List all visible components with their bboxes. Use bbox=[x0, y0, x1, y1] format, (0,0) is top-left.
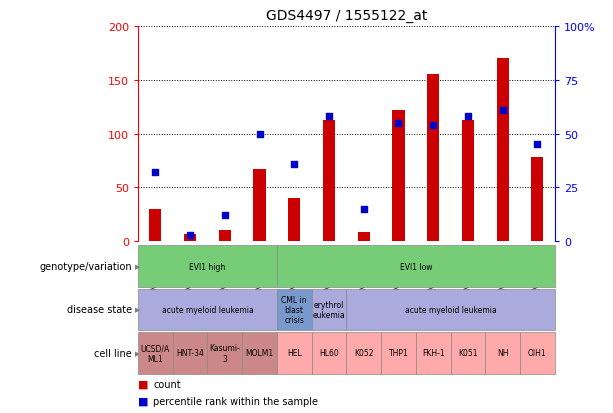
Point bbox=[289, 161, 299, 168]
Text: erythrol
eukemia: erythrol eukemia bbox=[313, 300, 345, 319]
Point bbox=[220, 213, 230, 219]
Bar bbox=[427, 75, 440, 242]
Text: UCSD/A
ML1: UCSD/A ML1 bbox=[140, 344, 170, 363]
Point bbox=[359, 206, 368, 213]
Bar bbox=[357, 232, 370, 242]
Text: HNT-34: HNT-34 bbox=[176, 349, 204, 358]
Text: ■: ■ bbox=[138, 379, 152, 389]
Bar bbox=[497, 59, 509, 242]
Text: acute myeloid leukemia: acute myeloid leukemia bbox=[161, 305, 253, 314]
Text: ▶: ▶ bbox=[135, 350, 140, 356]
Text: ■: ■ bbox=[138, 396, 152, 406]
Text: THP1: THP1 bbox=[389, 349, 408, 358]
Bar bbox=[462, 120, 474, 242]
Text: CML in
blast
crisis: CML in blast crisis bbox=[281, 295, 307, 325]
Text: Kasumi-
3: Kasumi- 3 bbox=[209, 344, 240, 363]
Text: ▶: ▶ bbox=[135, 263, 140, 269]
Point bbox=[394, 120, 403, 127]
Text: EVI1 low: EVI1 low bbox=[400, 262, 432, 271]
Text: percentile rank within the sample: percentile rank within the sample bbox=[153, 396, 318, 406]
Text: genotype/variation: genotype/variation bbox=[39, 261, 132, 271]
Text: disease state: disease state bbox=[67, 305, 132, 315]
Bar bbox=[531, 158, 544, 242]
Text: HL60: HL60 bbox=[319, 349, 339, 358]
Point bbox=[498, 107, 508, 114]
Text: K051: K051 bbox=[458, 349, 478, 358]
Text: ▶: ▶ bbox=[135, 307, 140, 313]
Text: OIH1: OIH1 bbox=[528, 349, 547, 358]
Text: EVI1 high: EVI1 high bbox=[189, 262, 226, 271]
Point bbox=[254, 131, 264, 138]
Bar bbox=[392, 111, 405, 242]
Text: HEL: HEL bbox=[287, 349, 302, 358]
Point bbox=[150, 170, 160, 176]
Text: cell line: cell line bbox=[94, 348, 132, 358]
Title: GDS4497 / 1555122_at: GDS4497 / 1555122_at bbox=[265, 9, 427, 23]
Text: FKH-1: FKH-1 bbox=[422, 349, 444, 358]
Text: acute myeloid leukemia: acute myeloid leukemia bbox=[405, 305, 497, 314]
Bar bbox=[288, 199, 300, 242]
Point bbox=[324, 114, 334, 120]
Bar bbox=[149, 209, 161, 242]
Bar bbox=[253, 170, 265, 242]
Text: MOLM1: MOLM1 bbox=[245, 349, 273, 358]
Text: K052: K052 bbox=[354, 349, 373, 358]
Bar bbox=[184, 234, 196, 242]
Point bbox=[428, 122, 438, 129]
Bar bbox=[219, 231, 231, 242]
Bar bbox=[323, 120, 335, 242]
Point bbox=[533, 142, 543, 148]
Point bbox=[463, 114, 473, 120]
Text: NH: NH bbox=[497, 349, 508, 358]
Point bbox=[185, 232, 195, 238]
Text: count: count bbox=[153, 379, 181, 389]
